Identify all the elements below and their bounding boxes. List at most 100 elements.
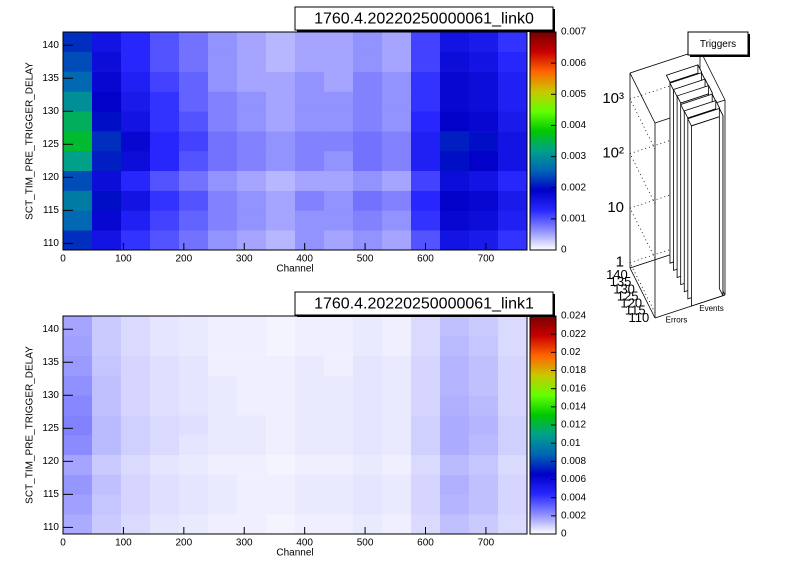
cell	[92, 210, 122, 231]
cell	[92, 51, 122, 72]
cell	[382, 474, 412, 495]
cell	[353, 514, 383, 535]
cell	[266, 335, 296, 356]
cell	[150, 230, 180, 251]
grid-line	[629, 184, 701, 209]
cell	[498, 514, 528, 535]
cell	[92, 170, 122, 191]
cell	[266, 474, 296, 495]
cell	[179, 454, 209, 475]
title: 1760.4.20220250000061_link1	[314, 296, 534, 313]
y-tick-label: 140	[42, 40, 59, 51]
cell	[382, 71, 412, 92]
cell	[179, 150, 209, 172]
cell	[295, 71, 325, 92]
cell	[150, 210, 180, 231]
x-tick-label: 0	[60, 254, 66, 265]
y-tick-label: 110	[628, 310, 649, 325]
cell	[179, 474, 209, 495]
cell	[324, 111, 354, 132]
x-tick-label: 700	[478, 254, 495, 265]
cell	[411, 514, 441, 535]
y-tick-label: 125	[42, 423, 59, 434]
cell	[150, 335, 180, 356]
cell	[179, 415, 209, 436]
cell	[411, 71, 441, 92]
cell	[266, 355, 296, 376]
cell	[440, 131, 470, 152]
cell	[498, 71, 528, 92]
cell	[63, 91, 93, 112]
cell	[469, 210, 499, 231]
box-edge	[629, 72, 656, 124]
cell	[295, 316, 325, 337]
cell	[63, 434, 93, 456]
cell	[266, 111, 296, 132]
cell	[150, 494, 180, 515]
cell	[382, 454, 412, 475]
cell	[179, 494, 209, 515]
cell	[469, 91, 499, 112]
color-bar-label: 0.014	[561, 401, 586, 412]
cell	[179, 91, 209, 112]
cell	[382, 91, 412, 112]
bar-front	[691, 115, 724, 307]
cell	[469, 190, 499, 211]
cell	[440, 111, 470, 132]
color-bar-label: 0.006	[561, 58, 586, 69]
box-edge	[629, 267, 656, 319]
cell	[237, 395, 267, 416]
cell	[237, 111, 267, 132]
cell	[469, 474, 499, 495]
cell	[353, 150, 383, 172]
cell	[324, 51, 354, 72]
color-bar-label: 0.007	[561, 27, 586, 38]
cell	[353, 71, 383, 92]
cell	[266, 210, 296, 231]
cell	[353, 91, 383, 112]
cell	[498, 91, 528, 112]
cell	[266, 131, 296, 152]
cell	[208, 454, 238, 475]
cell	[208, 111, 238, 132]
cell	[92, 91, 122, 112]
cell	[440, 230, 470, 251]
color-bar-label: 0.012	[561, 420, 586, 431]
x-axis-title: Channel	[276, 264, 313, 275]
cell	[150, 474, 180, 495]
cell	[121, 494, 151, 515]
color-bar-label: 0.024	[561, 311, 586, 322]
x-tick-label: 300	[236, 538, 253, 549]
y-tick-label: 135	[42, 357, 59, 368]
cell	[237, 91, 267, 112]
cell	[353, 230, 383, 251]
cell	[266, 170, 296, 191]
cell	[440, 32, 470, 53]
cell	[411, 170, 441, 191]
cell	[411, 434, 441, 456]
y-tick-label: 140	[42, 324, 59, 335]
x-tick-label: 500	[357, 254, 374, 265]
cell	[150, 150, 180, 172]
cell	[324, 395, 354, 416]
cell	[411, 395, 441, 416]
cell	[92, 111, 122, 132]
cell	[295, 111, 325, 132]
cell	[353, 454, 383, 475]
cell	[266, 316, 296, 337]
cell	[237, 170, 267, 191]
cell	[469, 355, 499, 376]
cell	[150, 71, 180, 92]
cell	[324, 316, 354, 337]
cell	[440, 514, 470, 535]
y-tick-label: 115	[43, 489, 59, 500]
cell	[208, 355, 238, 376]
cell	[121, 395, 151, 416]
cell	[498, 395, 528, 416]
cell	[440, 51, 470, 72]
y-tick-label: 120	[620, 296, 642, 311]
cell	[382, 375, 412, 396]
cell	[469, 494, 499, 515]
cell	[63, 415, 93, 436]
cell	[411, 190, 441, 211]
